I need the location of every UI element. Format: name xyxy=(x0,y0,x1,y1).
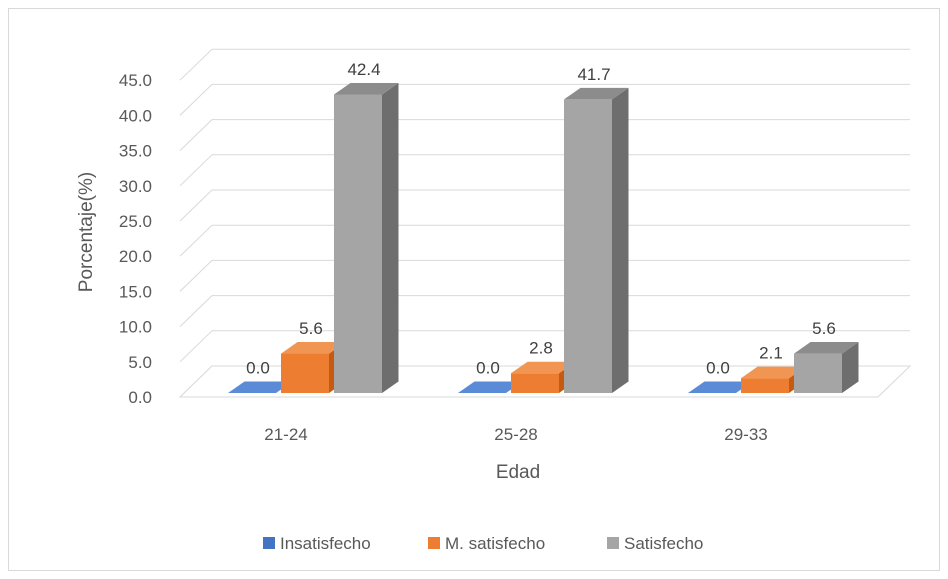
data-label: 5.6 xyxy=(812,319,836,338)
bar-side xyxy=(382,82,399,393)
bar xyxy=(334,82,399,393)
gridline-depth xyxy=(179,119,213,151)
legend-swatch xyxy=(428,537,440,549)
data-label: 0.0 xyxy=(476,358,500,377)
y-axis-ticks: 0.0 5.0 10.0 15.0 20.0 25.0 30.0 35.0 40.0 45.0 xyxy=(119,71,152,407)
gridline-depth xyxy=(179,260,213,292)
y-tick-label: 15.0 xyxy=(119,282,152,301)
legend-label: Insatisfecho xyxy=(280,534,371,553)
gridline-depth xyxy=(179,84,213,116)
gridline-depth xyxy=(179,330,213,363)
bar-front xyxy=(794,353,842,393)
y-tick-label: 40.0 xyxy=(119,106,152,125)
y-tick-label: 45.0 xyxy=(119,71,152,90)
gridline-depth xyxy=(179,295,213,327)
x-tick-label: 29-33 xyxy=(724,425,767,444)
x-axis-title: Edad xyxy=(496,462,540,483)
y-tick-label: 10.0 xyxy=(119,318,152,337)
bar-top xyxy=(281,342,346,354)
y-tick-label: 35.0 xyxy=(119,142,152,161)
category-labels: 21-24 25-28 29-33 xyxy=(264,425,767,444)
data-label: 0.0 xyxy=(246,358,270,377)
bar-top xyxy=(794,342,859,354)
bar-front xyxy=(741,378,789,393)
bar xyxy=(458,381,523,393)
legend-item: Insatisfecho xyxy=(263,534,371,553)
data-label: 2.8 xyxy=(529,339,553,358)
bar xyxy=(688,381,753,393)
bar-side xyxy=(842,342,859,393)
bar-front xyxy=(334,94,382,393)
bar-top xyxy=(334,82,399,95)
y-axis-title: Porcentaje(%) xyxy=(76,172,97,292)
legend-swatch xyxy=(263,537,275,549)
legend-item: M. satisfecho xyxy=(428,534,545,553)
legend-label: Satisfecho xyxy=(624,534,703,553)
gridline-depth xyxy=(179,48,213,81)
gridline-depth xyxy=(179,154,213,187)
bar xyxy=(794,342,859,393)
legend-label: M. satisfecho xyxy=(445,534,545,553)
data-label: 0.0 xyxy=(706,358,730,377)
bar-top xyxy=(511,361,576,374)
data-label: 41.7 xyxy=(577,65,610,84)
bar-top xyxy=(458,381,523,393)
gridline-depth xyxy=(179,189,213,222)
y-tick-label: 20.0 xyxy=(119,247,152,266)
gridline-depth xyxy=(179,224,213,257)
bar-top xyxy=(228,381,293,393)
legend: Insatisfecho M. satisfecho Satisfecho xyxy=(263,534,703,553)
y-tick-label: 5.0 xyxy=(128,353,152,372)
bar-top xyxy=(564,87,629,100)
y-tick-label: 0.0 xyxy=(128,388,152,407)
bar-top xyxy=(688,381,753,393)
data-label: 42.4 xyxy=(347,60,380,79)
bar-side xyxy=(612,87,629,393)
data-label: 2.1 xyxy=(759,344,783,363)
bar xyxy=(564,87,629,393)
legend-item: Satisfecho xyxy=(607,534,703,553)
bars xyxy=(228,82,859,393)
bar xyxy=(228,381,293,393)
x-tick-label: 25-28 xyxy=(494,425,537,444)
bar-front xyxy=(511,373,559,393)
bar-front xyxy=(564,99,612,393)
x-tick-label: 21-24 xyxy=(264,425,307,444)
y-tick-label: 30.0 xyxy=(119,177,152,196)
legend-swatch xyxy=(607,537,619,549)
y-tick-label: 25.0 xyxy=(119,212,152,231)
data-label: 5.6 xyxy=(299,319,323,338)
data-labels: 0.0 5.6 42.4 0.0 2.8 41.7 0.0 2.1 5.6 xyxy=(246,60,836,377)
bar-top xyxy=(741,366,806,379)
bar-front xyxy=(281,353,329,393)
bar xyxy=(511,361,576,393)
chart-frame xyxy=(8,8,940,571)
